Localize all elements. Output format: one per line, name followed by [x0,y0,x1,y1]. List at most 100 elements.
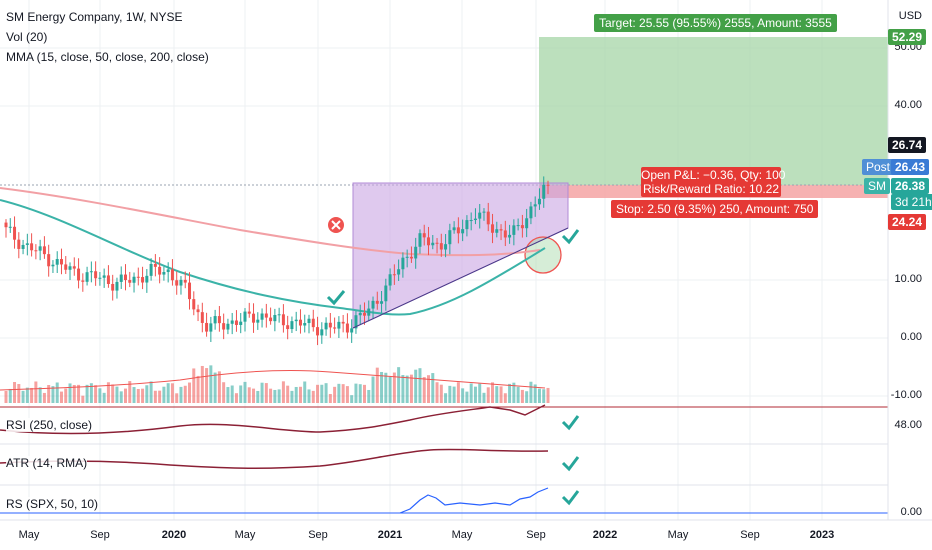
volume-bar [25,387,29,403]
candle-body [72,266,76,269]
candle-body [542,184,546,199]
highlight-circle[interactable] [524,236,562,274]
rsi-legend[interactable]: RSI (250, close) [6,418,93,432]
volume-bar [111,384,115,403]
candle-body [473,218,477,221]
candle-body [388,274,392,286]
volume-bar [512,382,516,403]
volume-bar [115,386,119,403]
atr-legend[interactable]: ATR (14, RMA) [6,456,88,470]
rs-legend[interactable]: RS (SPX, 50, 10) [6,497,99,511]
candle-body [537,198,541,205]
volume-bar [303,381,307,403]
stop-label[interactable]: Stop: 2.50 (9.35%) 250, Amount: 750 [611,200,819,218]
x-tick: 2022 [592,529,618,541]
candle-body [183,279,187,283]
check-icon [561,490,580,506]
candle-body [324,322,328,330]
candle-body [119,274,123,282]
volume-bar [337,383,341,403]
volume-legend[interactable]: Vol (20) [6,30,48,44]
candle-body [294,319,298,322]
volume-bar [85,384,89,403]
candle-body [68,266,72,270]
volume-bar [333,386,337,403]
volume-bar [247,387,251,403]
volume-bar [422,377,426,403]
volume-bar [179,386,183,403]
candle-body [217,316,221,324]
pnl-box[interactable]: Open P&L: −0.36, Qty: 100 Risk/Reward Ra… [641,167,785,197]
volume-bar [495,386,499,403]
candle-body [111,283,115,291]
volume-bar [448,385,452,403]
target-label[interactable]: Target: 25.55 (95.55%) 2555, Amount: 355… [594,14,837,32]
candle-body [375,300,379,304]
volume-bar [380,371,384,403]
candle-body [256,319,260,323]
volume-bar [375,367,379,403]
volume-bar [222,382,226,403]
volume-bar [42,392,46,403]
volume-bar [533,384,537,403]
volume-bar [307,389,311,403]
volume-bar [294,386,298,403]
candle-body [170,269,174,281]
candle-body [286,325,290,330]
candle-body [533,204,537,207]
volume-bar [281,381,285,403]
volume-bar [145,385,149,403]
candle-body [89,271,93,273]
volume-bar [478,383,482,403]
volume-bar [175,393,179,403]
volume-bar [397,367,401,403]
target-zone[interactable] [539,37,888,185]
candle-body [452,227,456,231]
volume-bar [311,390,315,403]
mma-legend[interactable]: MMA (15, close, 50, close, 200, close) [6,50,209,64]
volume-bar [269,388,273,403]
candle-body [13,226,17,240]
candle-body [358,312,362,316]
volume-bar [354,383,358,403]
volume-bar [456,382,460,403]
candle-body [486,211,490,225]
volume-bar [525,391,529,403]
triangle-trendline [352,227,569,329]
check-icon [561,415,580,431]
volume-bar [200,365,204,403]
candle-body [25,243,29,245]
volume-bar [243,381,247,403]
volume-bar [170,383,174,403]
volume-bar [362,384,366,403]
volume-bar [260,382,264,403]
candle-body [448,230,452,245]
candle-body [213,316,217,324]
volume-bar [55,382,59,403]
volume-bar [226,387,230,403]
volume-bar [491,382,495,403]
candle-body [444,244,448,250]
candle-body [77,268,81,281]
volume-bar [328,393,332,403]
candle-body [166,269,170,273]
candle-body [512,225,516,235]
rs-line [399,487,549,514]
y-tick: 0.00 [900,331,922,343]
candle-body [102,275,106,278]
volume-bar [320,384,324,403]
volume-bar [435,382,439,403]
volume-bar [158,390,162,403]
post-price-tag: 26.43 [891,159,930,175]
x-tick: Sep [308,529,328,541]
candle-body [409,256,413,259]
volume-bar [17,384,21,403]
candle-body [354,315,358,329]
currency-label: USD [898,10,922,22]
candle-body [64,264,68,270]
volume-bar [34,381,38,403]
volume-bar [444,393,448,403]
volume-bar [166,383,170,403]
volume-bar [205,368,209,403]
